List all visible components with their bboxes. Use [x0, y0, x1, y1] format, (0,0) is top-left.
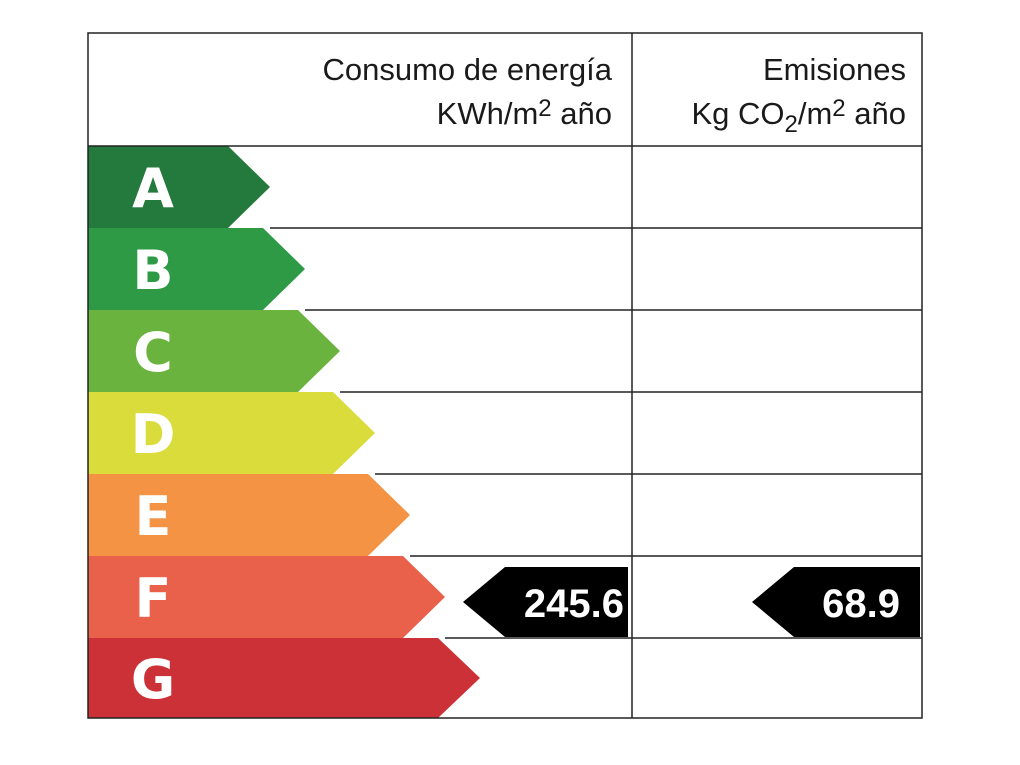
energy-title: Consumo de energía — [322, 52, 612, 87]
unit-part: KWh/m — [437, 96, 539, 131]
energy-value: 245.6 — [524, 582, 624, 626]
rating-letter: D — [131, 403, 176, 466]
emissions-value: 68.9 — [822, 582, 900, 626]
rating-arrow — [88, 146, 270, 228]
rating-arrow — [88, 310, 340, 392]
table-grid — [87, 32, 923, 719]
rating-arrow — [88, 556, 445, 638]
rating-arrow — [88, 638, 480, 718]
unit-sup: 2 — [538, 95, 551, 122]
unit-sup: 2 — [832, 95, 845, 122]
energy-indicator — [463, 567, 628, 637]
unit-part: año — [552, 96, 612, 131]
rating-arrow — [88, 228, 305, 310]
rating-letter: B — [132, 239, 173, 302]
unit-part: año — [846, 96, 906, 131]
emissions-unit: Kg CO2/m2 año — [691, 95, 906, 138]
rating-letter: E — [135, 485, 172, 548]
unit-sub: 2 — [785, 111, 798, 138]
unit-part: Kg CO — [691, 96, 784, 131]
rating-arrow — [88, 392, 375, 474]
unit-part: /m — [798, 96, 832, 131]
energy-unit: KWh/m2 año — [437, 95, 612, 131]
rating-letter: G — [131, 648, 175, 711]
emissions-title: Emisiones — [763, 52, 906, 87]
emissions-indicator — [752, 567, 920, 637]
rating-letter: A — [132, 157, 174, 220]
rating-letter: C — [133, 321, 173, 384]
rating-arrow — [88, 474, 410, 556]
rating-letter: F — [135, 567, 172, 630]
